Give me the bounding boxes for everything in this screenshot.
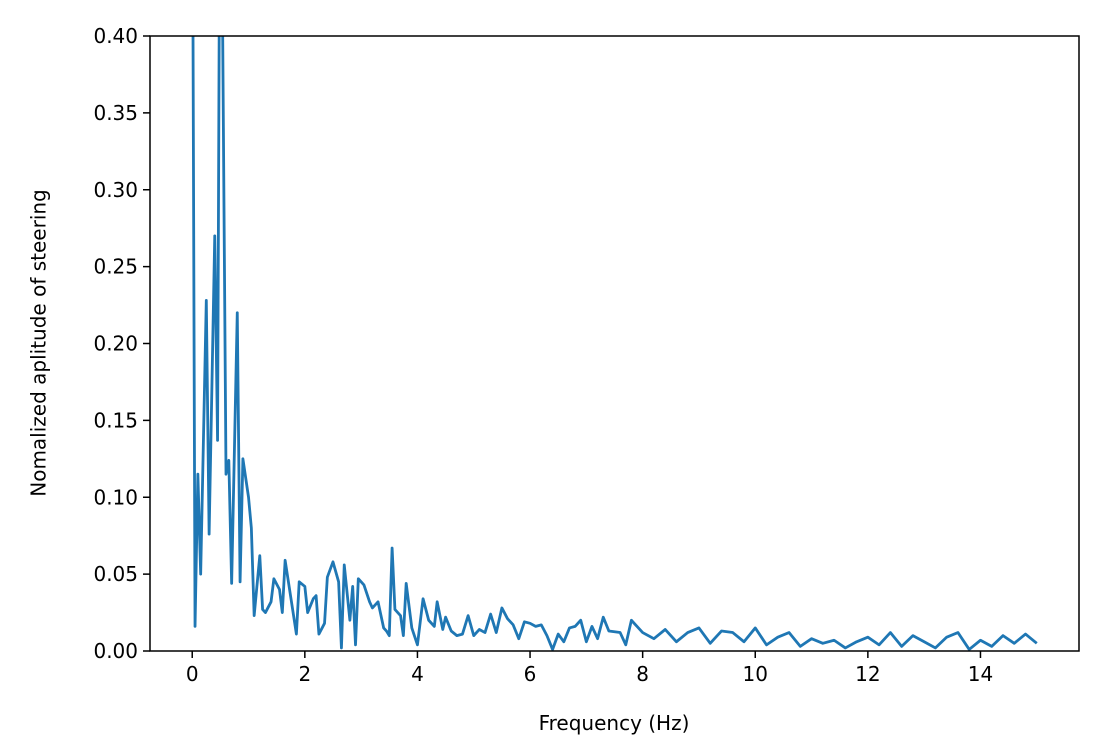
y-tick-label: 0.40 xyxy=(93,24,138,48)
x-axis-label: Frequency (Hz) xyxy=(539,711,690,735)
y-tick-label: 0.05 xyxy=(93,562,138,586)
plot-frame xyxy=(149,35,1080,652)
x-tick-label: 14 xyxy=(968,662,993,686)
y-tick-label: 0.25 xyxy=(93,255,138,279)
y-tick-label: 0.35 xyxy=(93,101,138,125)
y-tick-label: 0.10 xyxy=(93,485,138,509)
x-tick-label: 12 xyxy=(855,662,880,686)
x-tick-label: 8 xyxy=(636,662,649,686)
y-tick-label: 0.20 xyxy=(93,332,138,356)
y-axis-label: Nomalized aplitude of steering xyxy=(27,189,51,497)
x-tick-label: 4 xyxy=(411,662,424,686)
y-tick-label: 0.00 xyxy=(93,639,138,663)
y-tick-label: 0.30 xyxy=(93,178,138,202)
x-tick-label: 6 xyxy=(524,662,537,686)
x-tick-label: 10 xyxy=(743,662,768,686)
data-line xyxy=(191,36,1038,651)
x-tick-label: 2 xyxy=(298,662,311,686)
y-tick-label: 0.15 xyxy=(93,408,138,432)
x-tick-label: 0 xyxy=(186,662,199,686)
